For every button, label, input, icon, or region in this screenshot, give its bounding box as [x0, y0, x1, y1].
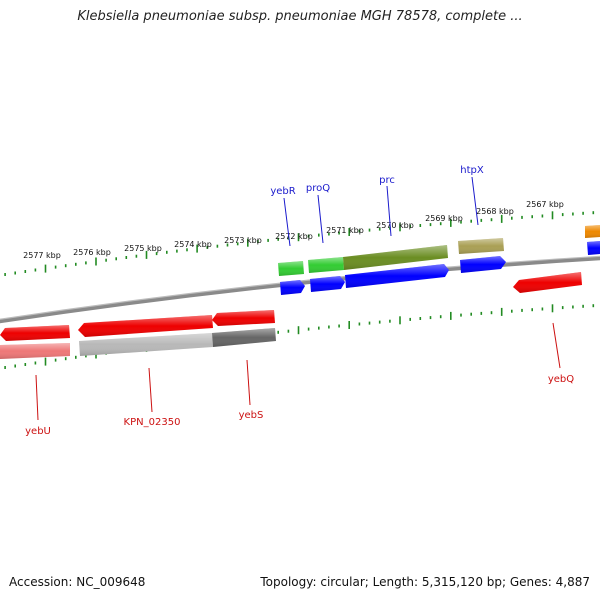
reverse-label-leaders: [35, 322, 561, 421]
reverse-cds-track: [0, 272, 582, 341]
gene-feature-proQ-cog[interactable]: [308, 257, 344, 273]
leader-line-yebS: [246, 359, 251, 406]
scale-label: 2574 kbp: [174, 240, 212, 249]
gene-feature-edge-cog[interactable]: [585, 225, 600, 238]
gene-feature-prc-cog[interactable]: [343, 245, 448, 270]
page-title: Klebsiella pneumoniae subsp. pneumoniae …: [77, 9, 523, 24]
leader-line-yebU: [35, 374, 39, 421]
gene-arrow-edge[interactable]: [587, 241, 600, 255]
scale-label: 2571 kbp: [326, 226, 364, 235]
gene-feature-KPN_02350-cog[interactable]: [79, 333, 213, 356]
scale-label: 2568 kbp: [476, 207, 514, 216]
leader-line-yebR: [283, 197, 291, 247]
genome-summary-text: Topology: circular; Length: 5,315,120 bp…: [260, 575, 590, 589]
outer-tick-marks: [4, 211, 595, 276]
gene-arrow-KPN_02350[interactable]: [78, 315, 213, 337]
gene-feature-yebR-cog[interactable]: [278, 261, 304, 276]
leader-line-KPN_02350: [148, 367, 153, 413]
gene-feature-yebS-cog[interactable]: [212, 328, 276, 347]
forward-gene-labels: yebR proQ prc htpX: [270, 165, 484, 197]
scale-label: 2575 kbp: [124, 244, 162, 253]
gene-feature-htpX-cog[interactable]: [458, 238, 504, 254]
gene-label-yebS[interactable]: yebS: [239, 410, 264, 421]
forward-cds-track: [280, 241, 600, 295]
reverse-cog-track: [0, 328, 276, 359]
leader-line-proQ: [317, 194, 324, 244]
gene-label-htpX[interactable]: htpX: [460, 165, 484, 176]
scale-label: 2569 kbp: [425, 214, 463, 223]
gene-label-yebU[interactable]: yebU: [25, 426, 51, 437]
accession-text: Accession: NC_009648: [9, 575, 146, 589]
gene-arrow-yebU[interactable]: [0, 325, 70, 341]
scale-label: 2573 kbp: [224, 236, 262, 245]
forward-label-leaders: [283, 176, 479, 247]
leader-line-yebQ: [552, 322, 561, 369]
scale-label: 2576 kbp: [73, 248, 111, 257]
gene-arrow-prc[interactable]: [345, 264, 449, 288]
scale-labels: 2577 kbp 2576 kbp 2575 kbp 2574 kbp 2573…: [23, 200, 564, 260]
gene-label-KPN_02350[interactable]: KPN_02350: [124, 417, 181, 428]
gene-arrow-yebS[interactable]: [212, 310, 275, 326]
gene-label-yebQ[interactable]: yebQ: [548, 374, 574, 385]
leader-line-prc: [386, 185, 392, 237]
gene-feature-yebU-cog[interactable]: [0, 343, 70, 359]
gene-arrow-proQ[interactable]: [310, 276, 345, 292]
gene-label-proQ[interactable]: proQ: [306, 183, 330, 194]
reverse-gene-labels: yebU KPN_02350 yebS yebQ: [25, 374, 574, 437]
scale-label: 2577 kbp: [23, 251, 61, 260]
scale-label: 2567 kbp: [526, 200, 564, 209]
gene-label-yebR[interactable]: yebR: [270, 186, 295, 197]
gene-arrow-yebR[interactable]: [280, 280, 305, 295]
gene-arrow-yebQ[interactable]: [513, 272, 582, 293]
gene-label-prc[interactable]: prc: [379, 175, 395, 186]
inner-tick-ring: [0, 305, 600, 369]
forward-cog-track: [278, 225, 600, 276]
scale-label: 2572 kbp: [275, 232, 313, 241]
inner-tick-marks: [4, 304, 595, 369]
scale-label: 2570 kbp: [376, 221, 414, 230]
gene-arrow-htpX[interactable]: [460, 256, 506, 273]
leader-line-htpX: [471, 176, 479, 226]
